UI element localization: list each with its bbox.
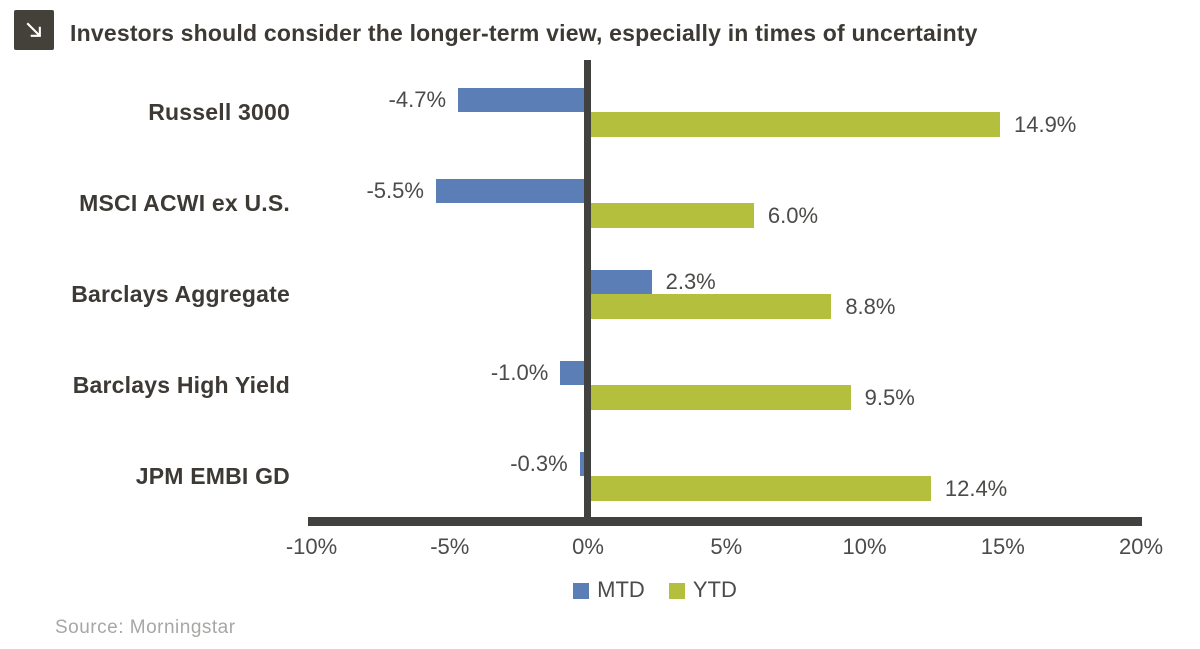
chart-legend: MTD YTD <box>405 577 905 603</box>
legend-item-mtd: MTD <box>573 577 645 603</box>
bar-value-label: 12.4% <box>944 475 1008 501</box>
bar-mtd-3 <box>588 270 652 294</box>
axis-tick-label: 10% <box>842 534 887 559</box>
bar-value-label: 6.0% <box>767 202 819 228</box>
zero-baseline <box>584 60 591 526</box>
page-title: Investors should consider the longer-ter… <box>70 20 978 46</box>
axis-tick-label: 5% <box>710 534 743 559</box>
bar-ytd-1 <box>588 112 1000 137</box>
bar-mtd-2 <box>435 179 588 203</box>
bar-ytd-4 <box>588 385 851 410</box>
bar-value-label: -4.7% <box>388 87 447 112</box>
bar-mtd-1 <box>458 88 588 112</box>
bar-ytd-3 <box>588 294 832 319</box>
axis-tick-label: -10% <box>285 534 338 559</box>
bar-ytd-5 <box>588 476 931 501</box>
category-label: Barclays High Yield <box>72 372 290 398</box>
bar-ytd-2 <box>588 203 754 228</box>
bar-value-label: 14.9% <box>1013 111 1077 137</box>
bar-value-label: -1.0% <box>490 360 549 385</box>
bar-value-label: 2.3% <box>665 269 716 294</box>
legend-swatch-ytd <box>668 583 685 599</box>
category-label: MSCI ACWI ex U.S. <box>79 190 290 216</box>
legend-item-ytd: YTD <box>668 577 737 603</box>
bar-mtd-4 <box>560 361 588 385</box>
legend-label-mtd: MTD <box>597 577 645 602</box>
bar-value-label: 9.5% <box>864 384 915 410</box>
bar-value-label: -5.5% <box>366 178 424 203</box>
axis-tick-label: 15% <box>980 534 1025 559</box>
category-label: JPM EMBI GD <box>135 463 290 489</box>
arrow-down-right-icon <box>14 10 54 50</box>
legend-swatch-mtd <box>573 583 590 599</box>
bar-value-label: -0.3% <box>510 451 568 476</box>
axis-tick-label: 20% <box>1118 534 1164 559</box>
category-label: Russell 3000 <box>148 99 290 125</box>
bar-mtd-5 <box>579 452 588 476</box>
axis-tick-label: -5% <box>430 534 470 559</box>
legend-label-ytd: YTD <box>692 577 737 602</box>
bar-value-label: 8.8% <box>845 293 896 319</box>
x-axis-line <box>308 517 1142 526</box>
axis-tick-label: 0% <box>572 534 604 559</box>
source-attribution: Source: Morningstar <box>55 617 236 638</box>
category-label: Barclays Aggregate <box>71 281 290 307</box>
